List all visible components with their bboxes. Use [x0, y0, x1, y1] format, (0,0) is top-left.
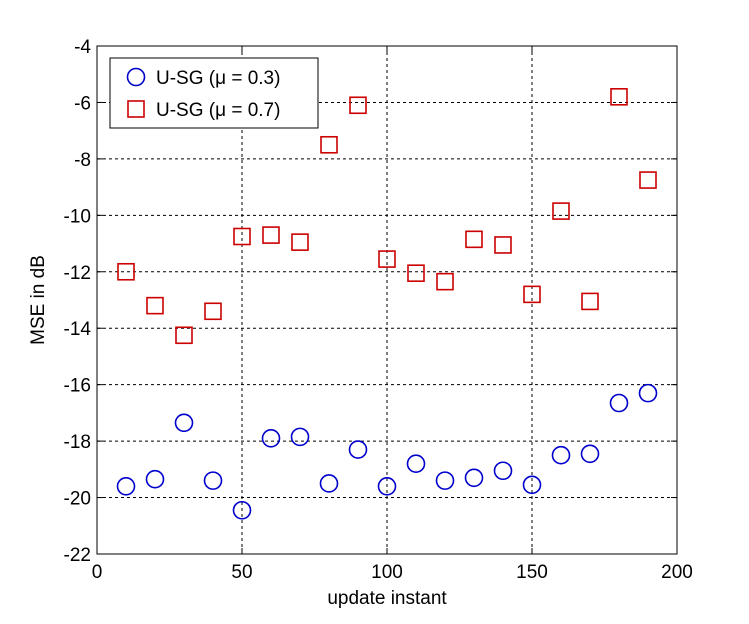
x-tick-label: 150	[516, 562, 548, 583]
legend: U-SG (μ = 0.3) U-SG (μ = 0.7)	[109, 57, 319, 129]
y-tick-label: -12	[64, 263, 91, 284]
y-tick-label: -8	[74, 150, 91, 171]
y-tick-label: -6	[74, 93, 91, 114]
data-point-circle	[522, 475, 542, 495]
data-point-circle	[319, 474, 339, 493]
data-point-circle	[145, 469, 165, 489]
data-point-square	[204, 302, 222, 321]
axis-ticks	[96, 45, 678, 555]
data-point-circle	[203, 471, 223, 490]
data-point-square	[117, 262, 135, 281]
data-point-circle	[551, 445, 571, 465]
data-point-circle	[377, 476, 397, 496]
y-tick-labels: -4 -6 -8 -10 -12 -14 -16 -18 -20 -22	[64, 37, 92, 566]
data-point-circle	[609, 393, 629, 413]
data-point-circle	[232, 500, 252, 520]
data-point-square	[349, 96, 367, 115]
y-axis-title: MSE in dB	[28, 255, 49, 345]
data-point-circle	[116, 476, 136, 496]
legend-marker-circle	[126, 67, 146, 87]
data-point-circle	[580, 444, 600, 464]
y-tick-label: -16	[64, 376, 91, 397]
x-tick-label: 0	[92, 562, 103, 583]
data-point-square	[233, 227, 251, 246]
data-point-square	[291, 233, 309, 251]
data-point-square	[436, 272, 454, 291]
data-point-square	[610, 88, 628, 106]
data-point-circle	[493, 461, 513, 481]
legend-label-mu-0-3: U-SG (μ = 0.3)	[156, 68, 280, 89]
data-point-square	[494, 236, 512, 254]
y-tick-label: -20	[64, 489, 91, 510]
data-point-circle	[290, 427, 310, 447]
data-point-square	[146, 296, 164, 315]
x-tick-label: 50	[231, 562, 252, 583]
data-point-circle	[406, 454, 426, 473]
data-point-square	[262, 226, 280, 244]
x-tick-labels: 0 50 100 150 200	[92, 562, 693, 583]
legend-label-mu-0-7: U-SG (μ = 0.7)	[156, 100, 280, 121]
data-point-square	[407, 264, 425, 282]
data-point-square	[523, 285, 541, 304]
data-point-square	[552, 202, 570, 220]
data-point-square	[581, 292, 599, 311]
x-tick-label: 200	[661, 562, 693, 583]
x-axis-title: update instant	[327, 588, 447, 609]
data-point-square	[175, 326, 193, 345]
x-tick-label: 100	[371, 562, 403, 583]
y-tick-label: -22	[64, 545, 91, 566]
data-point-circle	[464, 468, 484, 488]
data-markers	[116, 88, 658, 520]
data-point-circle	[435, 471, 455, 490]
data-point-circle	[261, 428, 281, 448]
data-point-circle	[348, 440, 368, 459]
data-point-square	[639, 171, 657, 189]
legend-marker-square	[127, 100, 145, 118]
y-tick-label: -14	[64, 319, 92, 340]
y-tick-label: -18	[64, 432, 91, 453]
data-point-circle	[174, 413, 194, 433]
data-point-square	[320, 135, 338, 154]
data-point-square	[465, 230, 483, 249]
data-point-square	[378, 250, 396, 268]
y-tick-label: -10	[64, 206, 91, 227]
y-tick-label: -4	[74, 37, 91, 58]
data-point-circle	[638, 383, 658, 403]
